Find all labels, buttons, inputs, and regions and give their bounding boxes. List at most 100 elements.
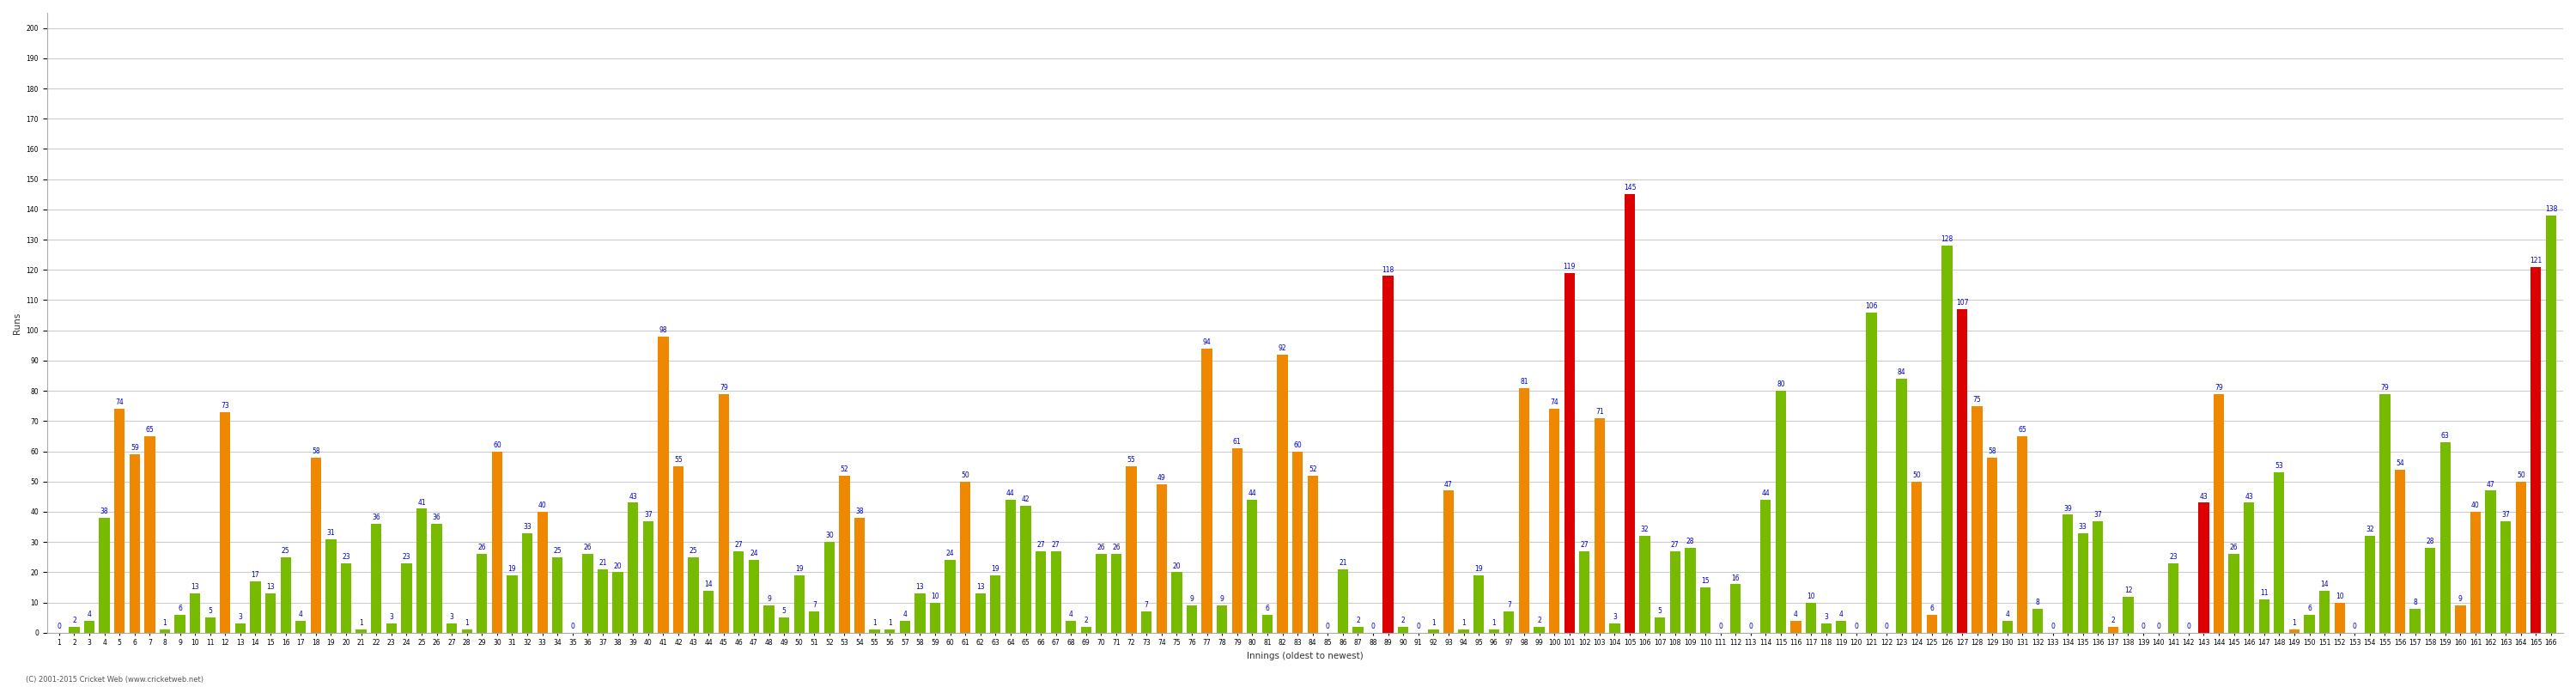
Bar (492, 451, 502, 633)
Text: 80: 80 (1777, 381, 1785, 388)
Bar (1427, 630, 1440, 633)
Text: 3: 3 (1824, 613, 1829, 621)
Text: 7: 7 (1144, 601, 1149, 609)
Text: 3: 3 (451, 613, 453, 621)
Bar (930, 602, 940, 633)
Bar (1759, 499, 1770, 633)
Text: 9: 9 (1190, 596, 1193, 603)
Bar (250, 581, 260, 633)
Bar (371, 524, 381, 633)
Text: 2: 2 (1084, 616, 1087, 624)
Text: 17: 17 (252, 571, 260, 579)
Bar (281, 557, 291, 633)
Bar (703, 590, 714, 633)
Text: 59: 59 (131, 444, 139, 452)
Bar (98, 518, 111, 633)
Text: 33: 33 (523, 523, 531, 530)
Bar (1533, 627, 1546, 633)
Bar (1399, 627, 1409, 633)
Bar (1986, 458, 1996, 633)
Text: 6: 6 (178, 605, 183, 612)
Bar (191, 594, 201, 633)
Text: 20: 20 (1172, 562, 1180, 570)
Text: 0: 0 (1718, 622, 1723, 630)
Bar (2486, 491, 2496, 633)
Bar (234, 624, 245, 633)
Bar (265, 594, 276, 633)
Bar (1082, 627, 1092, 633)
Text: 0: 0 (57, 622, 62, 630)
Text: 94: 94 (1203, 339, 1211, 346)
Text: 36: 36 (371, 514, 381, 521)
Text: 73: 73 (222, 402, 229, 409)
Text: 4: 4 (2004, 611, 2009, 618)
Bar (598, 570, 608, 633)
Bar (2169, 563, 2179, 633)
Text: 33: 33 (2079, 523, 2087, 530)
Bar (1036, 551, 1046, 633)
Text: 84: 84 (1899, 369, 1906, 376)
Text: 55: 55 (675, 456, 683, 464)
Bar (386, 624, 397, 633)
Text: 28: 28 (2427, 538, 2434, 545)
Bar (312, 458, 322, 633)
Text: 41: 41 (417, 499, 425, 506)
Text: 74: 74 (116, 399, 124, 407)
Bar (2063, 515, 2074, 633)
Text: 63: 63 (2442, 432, 2450, 440)
Text: 121: 121 (2530, 257, 2543, 264)
Text: 0: 0 (2352, 622, 2357, 630)
Bar (688, 557, 698, 633)
Text: 16: 16 (1731, 574, 1739, 582)
Text: 47: 47 (1445, 480, 1453, 488)
Bar (1504, 611, 1515, 633)
Text: 1: 1 (873, 620, 876, 627)
Bar (1293, 451, 1303, 633)
Bar (1278, 354, 1288, 633)
Text: 21: 21 (1340, 559, 1347, 567)
Bar (868, 630, 881, 633)
Text: 38: 38 (100, 508, 108, 515)
Bar (1564, 273, 1574, 633)
Bar (945, 560, 956, 633)
Text: 4: 4 (1069, 611, 1074, 618)
Text: 0: 0 (1327, 622, 1329, 630)
Text: 55: 55 (1128, 456, 1136, 464)
Text: 9: 9 (768, 596, 770, 603)
Text: 3: 3 (1613, 613, 1618, 621)
Text: 47: 47 (2486, 480, 2494, 488)
Bar (430, 524, 443, 633)
Text: 13: 13 (917, 583, 925, 591)
Bar (2092, 521, 2102, 633)
Bar (884, 630, 894, 633)
Bar (2197, 503, 2210, 633)
Bar (2228, 554, 2239, 633)
Bar (734, 551, 744, 633)
Bar (219, 412, 229, 633)
Bar (672, 466, 683, 633)
Text: 79: 79 (2215, 384, 2223, 392)
Bar (809, 611, 819, 633)
Text: 9: 9 (2458, 596, 2463, 603)
Bar (113, 409, 124, 633)
Bar (2501, 521, 2512, 633)
Bar (582, 554, 592, 633)
Text: 81: 81 (1520, 378, 1528, 385)
Text: 65: 65 (2017, 426, 2027, 433)
Text: 43: 43 (629, 493, 636, 500)
Text: 50: 50 (961, 471, 969, 479)
Bar (2303, 615, 2316, 633)
Bar (538, 512, 549, 633)
Bar (1262, 615, 1273, 633)
Bar (1669, 551, 1680, 633)
Text: 28: 28 (1687, 538, 1695, 545)
Bar (1489, 630, 1499, 633)
Text: 2: 2 (1401, 616, 1406, 624)
Text: 10: 10 (930, 592, 940, 600)
Text: 92: 92 (1278, 344, 1285, 352)
Text: 1: 1 (464, 620, 469, 627)
Text: 37: 37 (2094, 510, 2102, 519)
Bar (1958, 309, 1968, 633)
Bar (1051, 551, 1061, 633)
Text: 0: 0 (1886, 622, 1888, 630)
